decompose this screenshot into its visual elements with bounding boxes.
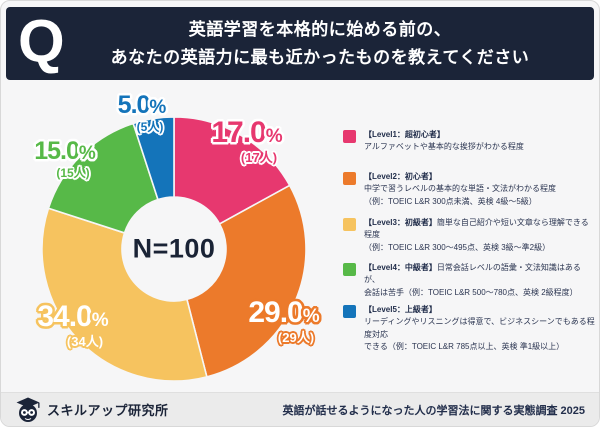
- owl-logo-icon: [16, 397, 40, 422]
- question-header: Q 英語学習を本格的に始める前の、 あなたの英語力に最も近かったものを教えてくだ…: [6, 7, 594, 80]
- legend-desc: アルファベットや基本的な挨拶がわかる程度: [364, 142, 524, 152]
- legend-swatch-level4: [343, 263, 356, 276]
- legend-title: 【Level5：上級者】: [364, 305, 437, 314]
- donut-segment-3: [41, 207, 208, 382]
- question-title-line2: あなたの英語力に最も近かったものを教えてください: [110, 47, 530, 67]
- survey-source: 英語が話せるようになった人の学習法に関する実態調査 2025: [282, 404, 585, 417]
- legend-swatch-level1: [343, 130, 356, 143]
- legend-title: 【Level2：初心者】: [364, 172, 437, 181]
- legend-title: 【Level3：初級者】: [364, 218, 437, 227]
- legend-item-level4: 【Level4：中級者】日常会話レベルの語彙・文法知識はあるが、 会話は苦手（例…: [343, 262, 595, 299]
- legend-item-level5: 【Level5：上級者】 リーディングやリスニングは得意で、ビジネスシーンでもあ…: [343, 304, 595, 354]
- donut-segment-1: [173, 116, 291, 225]
- legend-desc: 日常会話レベルの語彙・文法知識はあるが、 会話は苦手（例：TOEIC L&R 5…: [364, 263, 581, 297]
- legend-swatch-level3: [343, 218, 356, 231]
- sample-size-label: N=100: [132, 233, 216, 264]
- q-mark-icon: Q: [18, 7, 65, 75]
- legend-item-level1: 【Level1：超初心者】 アルファベットや基本的な挨拶がわかる程度: [343, 129, 595, 154]
- brand-name: スキルアップ研究所: [47, 403, 169, 418]
- legend-item-level3: 【Level3：初級者】簡単な自己紹介や短い文章なら理解できる程度 （例：TOE…: [343, 217, 595, 254]
- donut-segment-5: [132, 116, 175, 201]
- legend-title: 【Level1：超初心者】: [364, 130, 445, 139]
- question-title-line1: 英語学習を本格的に始める前の、: [188, 20, 452, 40]
- question-title: 英語学習を本格的に始める前の、 あなたの英語力に最も近かったものを教えてください: [71, 16, 530, 70]
- donut-segment-2: [186, 184, 307, 378]
- legend-swatch-level2: [343, 172, 356, 185]
- legend-item-level2: 【Level2：初心者】 中学で習うレベルの基本的な単語・文法がわかる程度 （例…: [343, 171, 595, 208]
- legend-title: 【Level4：中級者】: [364, 263, 437, 272]
- legend-swatch-level5: [343, 305, 356, 318]
- legend-desc: 中学で習うレベルの基本的な単語・文法がわかる程度 （例：TOEIC L&R 30…: [364, 184, 556, 206]
- legend-desc: リーディングやリスニングは得意で、ビジネスシーンでもある程度対応 できる（例：T…: [364, 317, 595, 352]
- brand: スキルアップ研究所: [15, 397, 169, 423]
- footer-bar: スキルアップ研究所 英語が話せるようになった人の学習法に関する実態調査 2025: [1, 392, 599, 426]
- legend-desc: 簡単な自己紹介や短い文章なら理解できる程度 （例：TOEIC L&R 300〜4…: [364, 218, 589, 252]
